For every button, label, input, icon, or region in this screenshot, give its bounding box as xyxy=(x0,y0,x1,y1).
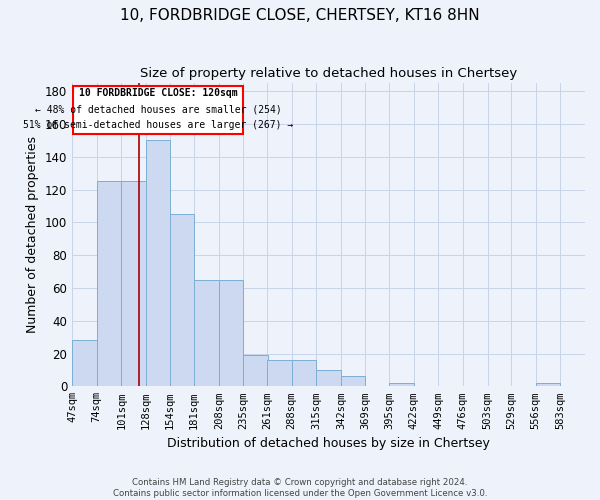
Bar xyxy=(72,340,97,386)
Bar xyxy=(389,383,414,386)
Bar xyxy=(121,182,146,386)
Bar xyxy=(170,214,194,386)
Text: 10, FORDBRIDGE CLOSE, CHERTSEY, KT16 8HN: 10, FORDBRIDGE CLOSE, CHERTSEY, KT16 8HN xyxy=(120,8,480,22)
Bar xyxy=(341,376,365,386)
Bar xyxy=(267,360,292,386)
X-axis label: Distribution of detached houses by size in Chertsey: Distribution of detached houses by size … xyxy=(167,437,490,450)
Bar xyxy=(536,383,560,386)
Bar xyxy=(292,360,316,386)
Bar xyxy=(316,370,341,386)
Text: 10 FORDBRIDGE CLOSE: 120sqm: 10 FORDBRIDGE CLOSE: 120sqm xyxy=(79,88,238,99)
Text: ← 48% of detached houses are smaller (254): ← 48% of detached houses are smaller (25… xyxy=(35,104,281,115)
Bar xyxy=(73,86,244,134)
Bar xyxy=(244,355,268,386)
Bar xyxy=(194,280,219,386)
Text: Contains HM Land Registry data © Crown copyright and database right 2024.
Contai: Contains HM Land Registry data © Crown c… xyxy=(113,478,487,498)
Bar xyxy=(97,182,121,386)
Text: 51% of semi-detached houses are larger (267) →: 51% of semi-detached houses are larger (… xyxy=(23,120,293,130)
Bar xyxy=(219,280,244,386)
Title: Size of property relative to detached houses in Chertsey: Size of property relative to detached ho… xyxy=(140,68,517,80)
Bar xyxy=(146,140,170,386)
Y-axis label: Number of detached properties: Number of detached properties xyxy=(26,136,39,333)
